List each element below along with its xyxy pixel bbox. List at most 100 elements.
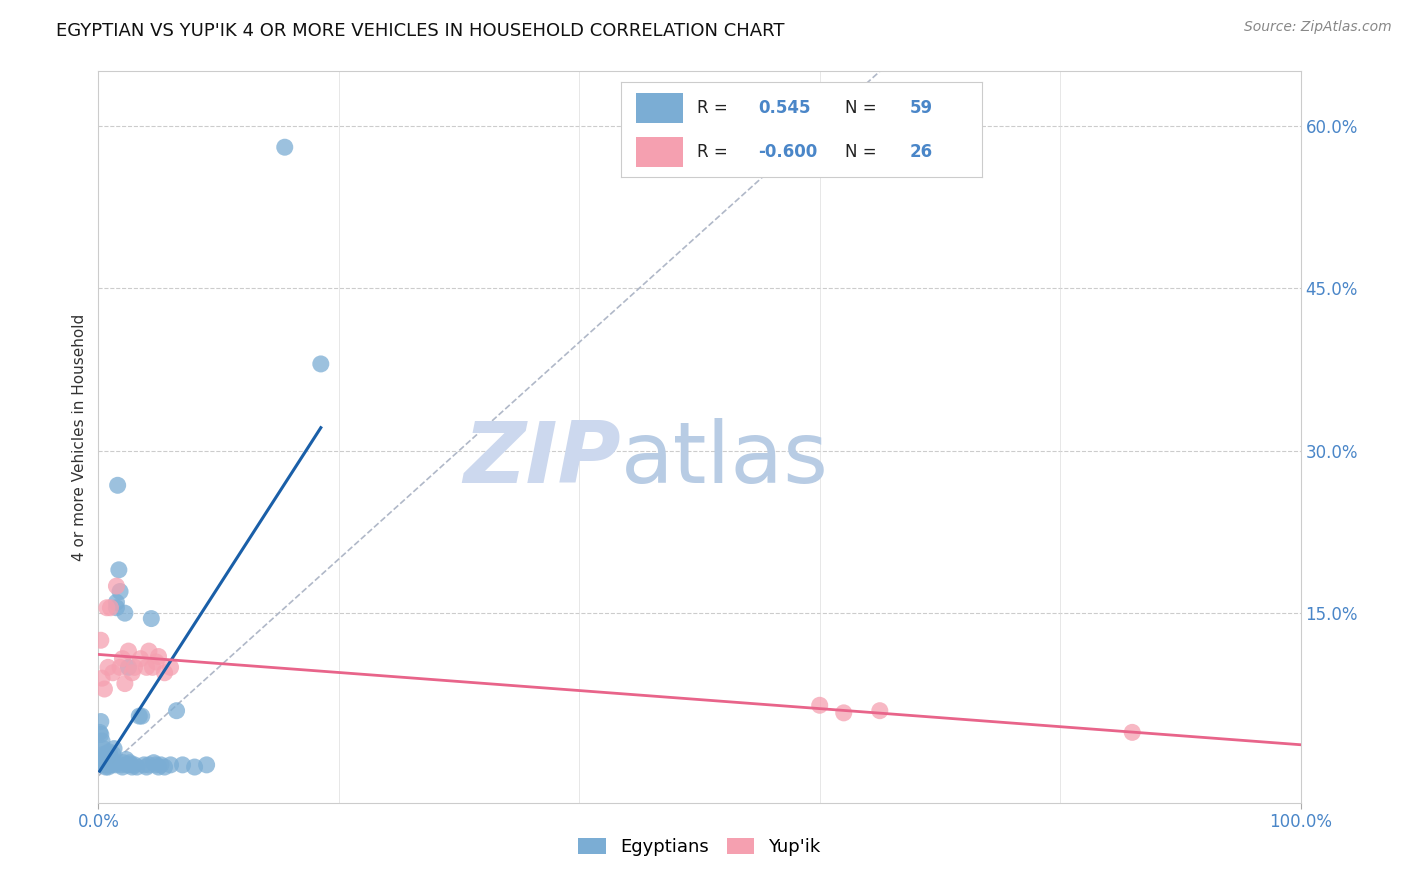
- Point: [104, 757, 127, 772]
- Point: [93, 747, 115, 761]
- Point: [89, 725, 111, 739]
- Point: [94, 760, 117, 774]
- FancyBboxPatch shape: [636, 93, 683, 123]
- Text: Source: ZipAtlas.com: Source: ZipAtlas.com: [1244, 20, 1392, 34]
- Point: [148, 760, 170, 774]
- Text: N =: N =: [845, 99, 882, 117]
- Point: [91, 734, 114, 748]
- Point: [159, 660, 181, 674]
- Point: [183, 760, 205, 774]
- Text: -0.600: -0.600: [758, 143, 818, 161]
- Point: [91, 749, 114, 764]
- Point: [132, 757, 155, 772]
- Point: [98, 745, 121, 759]
- Point: [135, 760, 157, 774]
- Point: [166, 704, 188, 718]
- Point: [112, 756, 135, 770]
- Point: [145, 757, 167, 772]
- Text: R =: R =: [697, 143, 733, 161]
- Point: [153, 665, 176, 680]
- Point: [96, 757, 118, 772]
- Point: [832, 706, 855, 720]
- Point: [124, 660, 146, 674]
- Text: 59: 59: [910, 99, 934, 117]
- Point: [125, 760, 148, 774]
- Text: EGYPTIAN VS YUP'IK 4 OR MORE VEHICLES IN HOUSEHOLD CORRELATION CHART: EGYPTIAN VS YUP'IK 4 OR MORE VEHICLES IN…: [56, 22, 785, 40]
- Point: [141, 660, 163, 674]
- FancyBboxPatch shape: [636, 136, 683, 167]
- Point: [97, 756, 120, 770]
- Point: [93, 756, 115, 770]
- Point: [121, 665, 143, 680]
- Point: [96, 752, 118, 766]
- Point: [135, 660, 157, 674]
- Point: [195, 757, 218, 772]
- Point: [108, 563, 131, 577]
- Point: [159, 757, 181, 772]
- Point: [138, 644, 160, 658]
- Point: [1121, 725, 1143, 739]
- Point: [148, 649, 170, 664]
- Point: [101, 665, 124, 680]
- Point: [97, 660, 120, 674]
- Point: [145, 655, 167, 669]
- Text: atlas: atlas: [621, 417, 830, 500]
- Text: 26: 26: [910, 143, 934, 161]
- Point: [100, 752, 122, 766]
- Text: 0.545: 0.545: [758, 99, 811, 117]
- Point: [100, 749, 122, 764]
- Point: [107, 478, 129, 492]
- Point: [91, 752, 114, 766]
- Text: N =: N =: [845, 143, 882, 161]
- Point: [309, 357, 332, 371]
- Point: [108, 660, 131, 674]
- Point: [103, 741, 125, 756]
- Point: [101, 747, 124, 761]
- Point: [101, 756, 124, 770]
- Point: [91, 671, 114, 685]
- Y-axis label: 4 or more Vehicles in Household: 4 or more Vehicles in Household: [72, 313, 87, 561]
- Point: [808, 698, 831, 713]
- Legend: Egyptians, Yup'ik: Egyptians, Yup'ik: [571, 830, 828, 863]
- Point: [128, 709, 150, 723]
- Point: [114, 676, 136, 690]
- Point: [105, 579, 128, 593]
- Point: [115, 752, 138, 766]
- Point: [129, 651, 152, 665]
- Point: [117, 757, 139, 772]
- Text: R =: R =: [697, 99, 733, 117]
- Point: [124, 757, 146, 772]
- Text: ZIP: ZIP: [464, 417, 621, 500]
- Point: [97, 760, 120, 774]
- Point: [100, 757, 122, 772]
- Point: [90, 714, 112, 729]
- Point: [105, 600, 128, 615]
- Point: [149, 757, 172, 772]
- Point: [111, 760, 134, 774]
- Point: [138, 757, 160, 772]
- Point: [91, 741, 114, 756]
- Point: [110, 757, 132, 772]
- Point: [142, 756, 165, 770]
- Point: [90, 633, 112, 648]
- Point: [94, 757, 117, 772]
- Point: [98, 757, 121, 772]
- Point: [121, 760, 143, 774]
- Point: [108, 584, 131, 599]
- Point: [274, 140, 297, 154]
- Point: [120, 757, 142, 772]
- Point: [105, 595, 128, 609]
- Point: [93, 681, 115, 696]
- Point: [172, 757, 194, 772]
- Point: [111, 651, 134, 665]
- Point: [96, 600, 118, 615]
- Point: [114, 606, 136, 620]
- Point: [141, 611, 163, 625]
- Point: [117, 644, 139, 658]
- Point: [118, 756, 141, 770]
- Point: [90, 727, 112, 741]
- Point: [869, 704, 891, 718]
- Point: [117, 660, 139, 674]
- Point: [100, 600, 122, 615]
- Point: [153, 760, 176, 774]
